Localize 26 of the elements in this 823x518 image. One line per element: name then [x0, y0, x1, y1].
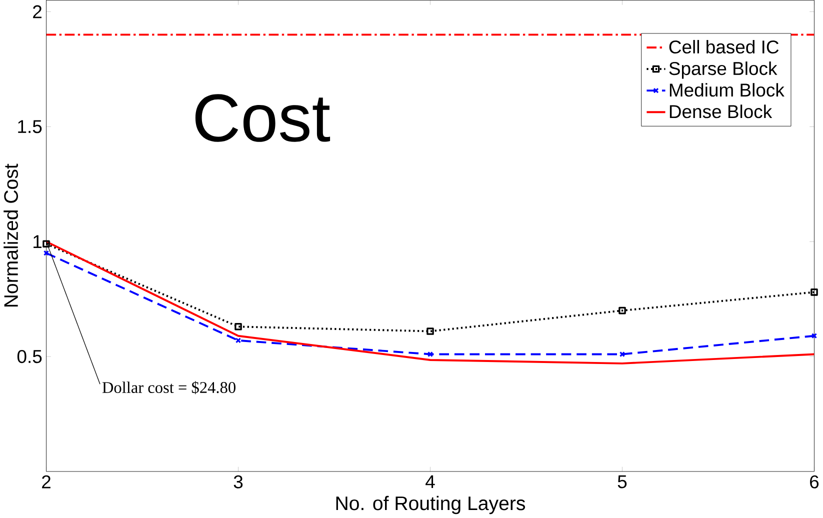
- y-tick-label: 1: [34, 235, 42, 248]
- annotation: Cost: [195, 94, 330, 142]
- x-tick-label: 5: [618, 475, 627, 488]
- point: [427, 352, 434, 358]
- y-tick-label: 0.5: [17, 350, 42, 364]
- point: [811, 333, 818, 339]
- x-axis-title: No. of Routing Layers: [336, 496, 526, 514]
- legend-label: Sparse Block: [669, 62, 778, 79]
- x-tick-label: 3: [234, 475, 243, 489]
- x-tick-label: 4: [426, 475, 435, 488]
- point: [618, 307, 626, 314]
- point: [619, 352, 626, 358]
- annotation: Dollar cost = $24.80: [102, 381, 236, 394]
- x-tick-label: 6: [810, 475, 819, 489]
- point: [810, 288, 818, 296]
- legend-label: Medium Block: [670, 83, 784, 97]
- point: [235, 338, 242, 344]
- x-tick-label: 2: [42, 475, 50, 488]
- y-tick-label: 1.5: [18, 120, 42, 134]
- point: [43, 250, 50, 256]
- legend-label: Cell based IC: [669, 40, 779, 54]
- y-axis-title: Normalized Cost: [4, 164, 18, 307]
- y-tick-label: 2: [33, 5, 42, 18]
- point: [426, 328, 434, 336]
- point: [234, 323, 242, 330]
- legend-label: Dense Block: [670, 104, 772, 118]
